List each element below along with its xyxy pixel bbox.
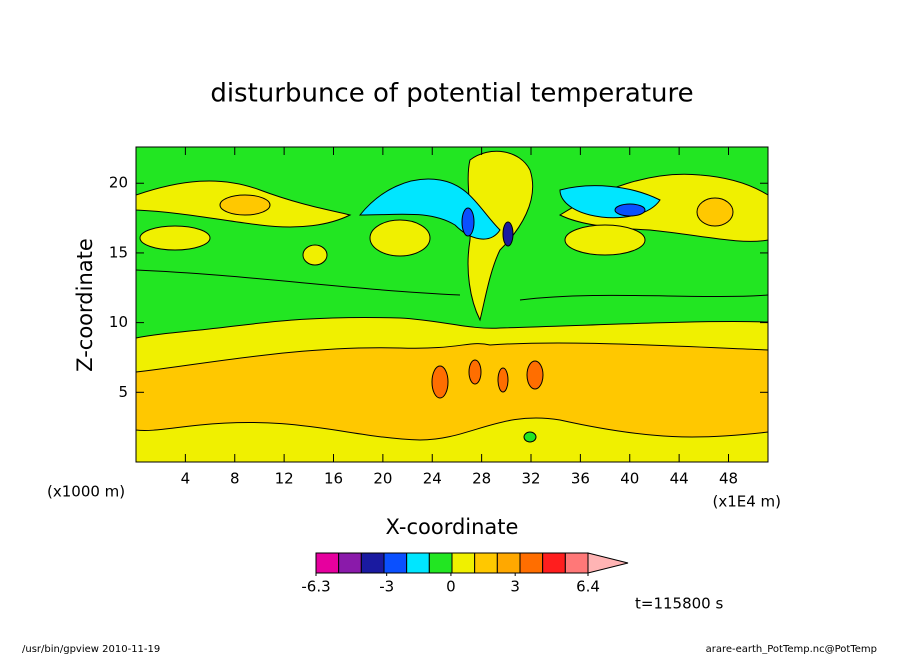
x-tick-label: 8	[230, 470, 240, 488]
colorbar-box	[519, 552, 544, 574]
x-tick-label: 12	[275, 470, 294, 488]
colorbar-box	[496, 552, 521, 574]
colorbar-tick-label: 3	[510, 578, 520, 596]
annotation: t=115800 s	[635, 595, 723, 613]
y-tick-label: 10	[109, 313, 128, 331]
x-unit-left: (x1000 m)	[47, 483, 125, 501]
x-tick-label: 48	[719, 470, 738, 488]
x-unit-right: (x1E4 m)	[712, 493, 781, 511]
x-tick-label: 40	[620, 470, 639, 488]
x-tick-label: 28	[472, 470, 491, 488]
y-axis-label: Z-coordinate	[73, 238, 97, 372]
colorbar-box	[542, 552, 566, 574]
colorbar-box	[406, 552, 430, 574]
colorbar-box	[451, 552, 476, 574]
colorbar-box	[360, 552, 385, 574]
y-tick-label: 15	[109, 243, 128, 261]
colorbar-box	[338, 552, 362, 574]
colorbar-box	[474, 552, 498, 574]
colorbar-box	[383, 552, 408, 574]
x-tick-label: 36	[571, 470, 590, 488]
colorbar-tick-label: -6.3	[301, 578, 330, 596]
y-tick-label: 20	[109, 174, 128, 192]
contour-field	[136, 147, 768, 462]
colorbar-tick-label: 0	[446, 578, 456, 596]
x-tick-label: 4	[181, 470, 191, 488]
colorbar-box	[428, 552, 453, 574]
colorbar-box	[315, 552, 340, 574]
x-tick-label: 32	[521, 470, 540, 488]
x-tick-label: 24	[423, 470, 442, 488]
colorbar-tick-label: 6.4	[576, 578, 600, 596]
footer-left: /usr/bin/gpview 2010-11-19	[22, 644, 160, 654]
plot-frame	[135, 146, 769, 463]
y-tick-label: 5	[118, 383, 128, 401]
chart-title: disturbunce of potential temperature	[210, 79, 693, 109]
x-axis-label: X-coordinate	[386, 515, 519, 539]
x-tick-label: 20	[373, 470, 392, 488]
colorbar-tick-label: -3	[379, 578, 394, 596]
footer-right: arare-earth_PotTemp.nc@PotTemp	[706, 644, 877, 654]
colorbar-extension	[587, 552, 629, 574]
colorbar-box	[564, 552, 589, 574]
x-tick-label: 16	[324, 470, 343, 488]
x-tick-label: 44	[670, 470, 689, 488]
